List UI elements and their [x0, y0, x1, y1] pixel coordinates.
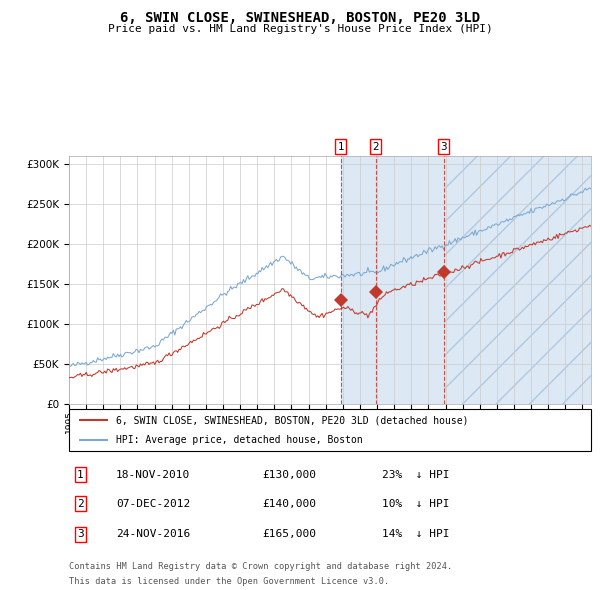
Text: 2: 2	[77, 499, 84, 509]
Text: Contains HM Land Registry data © Crown copyright and database right 2024.: Contains HM Land Registry data © Crown c…	[69, 562, 452, 571]
Text: 23%  ↓ HPI: 23% ↓ HPI	[382, 470, 450, 480]
Text: 6, SWIN CLOSE, SWINESHEAD, BOSTON, PE20 3LD (detached house): 6, SWIN CLOSE, SWINESHEAD, BOSTON, PE20 …	[116, 415, 469, 425]
Bar	[444, 156, 591, 404]
Bar	[341, 156, 591, 404]
Text: 6, SWIN CLOSE, SWINESHEAD, BOSTON, PE20 3LD: 6, SWIN CLOSE, SWINESHEAD, BOSTON, PE20 …	[120, 11, 480, 25]
Text: Price paid vs. HM Land Registry's House Price Index (HPI): Price paid vs. HM Land Registry's House …	[107, 24, 493, 34]
Text: 18-NOV-2010: 18-NOV-2010	[116, 470, 190, 480]
Text: 2: 2	[373, 142, 379, 152]
Text: 1: 1	[77, 470, 84, 480]
Text: £130,000: £130,000	[262, 470, 316, 480]
FancyBboxPatch shape	[69, 409, 591, 451]
Text: 07-DEC-2012: 07-DEC-2012	[116, 499, 190, 509]
Text: 24-NOV-2016: 24-NOV-2016	[116, 529, 190, 539]
Text: HPI: Average price, detached house, Boston: HPI: Average price, detached house, Bost…	[116, 435, 363, 445]
Text: 3: 3	[440, 142, 447, 152]
Text: 14%  ↓ HPI: 14% ↓ HPI	[382, 529, 450, 539]
Text: 10%  ↓ HPI: 10% ↓ HPI	[382, 499, 450, 509]
Text: £165,000: £165,000	[262, 529, 316, 539]
Text: This data is licensed under the Open Government Licence v3.0.: This data is licensed under the Open Gov…	[69, 577, 389, 586]
Text: 1: 1	[337, 142, 344, 152]
Text: £140,000: £140,000	[262, 499, 316, 509]
Text: 3: 3	[77, 529, 84, 539]
